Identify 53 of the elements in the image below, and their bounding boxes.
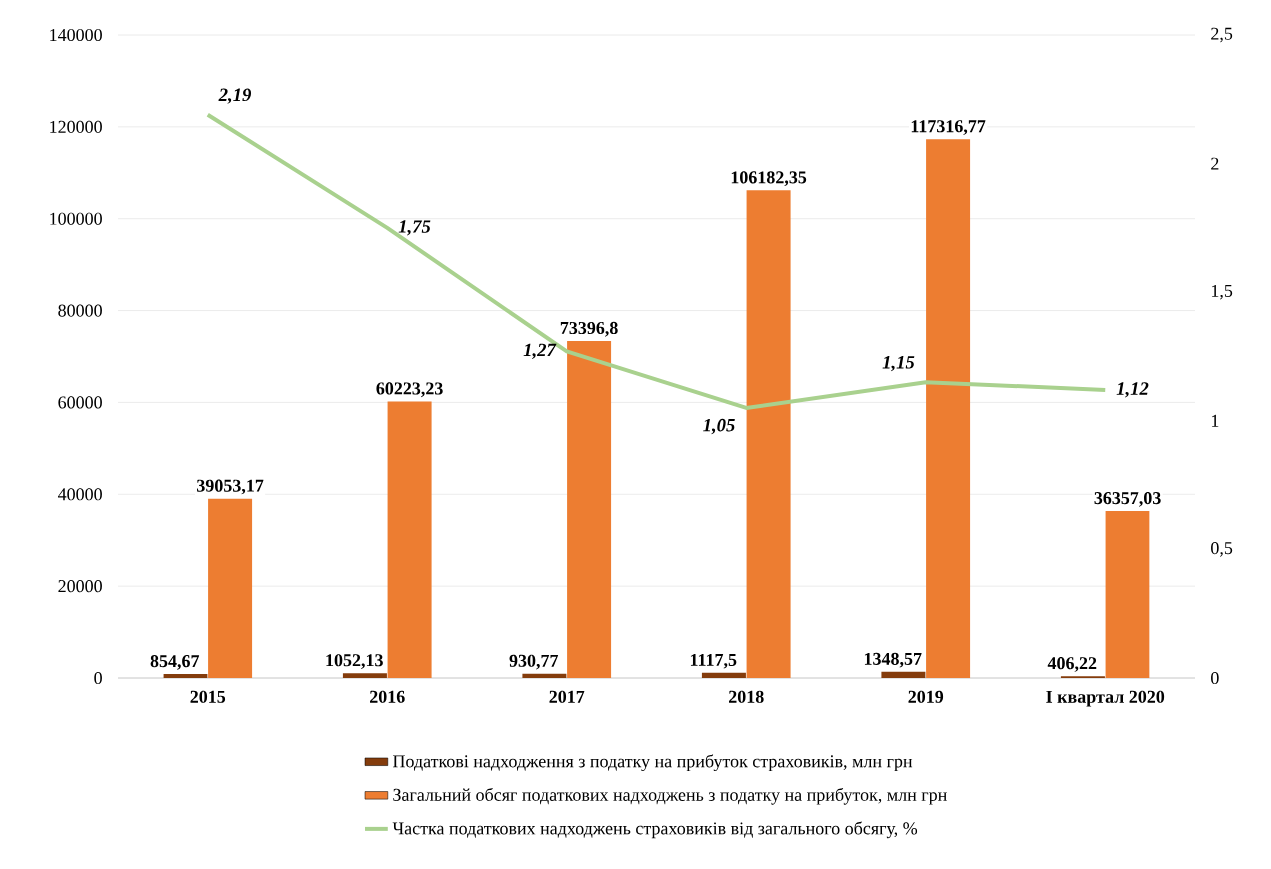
y2-tick-label: 1,5 [1211, 284, 1233, 300]
line-series [205, 112, 1108, 410]
bar [342, 673, 387, 678]
x-tick-label: 2017 [549, 690, 585, 703]
bar [1105, 511, 1150, 678]
legend-label: Частка податкових надходжень страховиків від загального обсягу, % [392, 821, 918, 839]
y2-tick-label: 2 [1211, 157, 1219, 170]
y-tick-label: 40000 [57, 488, 102, 501]
data-label: 930,77 [509, 654, 559, 670]
bar [567, 340, 612, 678]
x-tick-label: 2018 [729, 690, 764, 703]
data-label: 1348,57 [864, 652, 922, 668]
bar [163, 674, 208, 678]
bar [881, 671, 926, 678]
y2-tick-label: 0,5 [1211, 542, 1233, 557]
data-label: 1052,13 [326, 654, 383, 669]
bar [701, 672, 746, 678]
data-label: 406,22 [1047, 657, 1097, 672]
data-label: 1,12 [1116, 382, 1149, 398]
data-label: 60223,23 [376, 382, 443, 398]
data-label: 73396,8 [560, 321, 618, 337]
y-tick-label: 0 [94, 671, 102, 685]
y-tick-label: 100000 [50, 212, 102, 225]
data-label: 39053,17 [197, 479, 264, 495]
y-tick-label: 80000 [58, 304, 102, 317]
y2-tick-label: 0 [1211, 671, 1219, 685]
bar [926, 139, 971, 678]
legend-label: Податкові надходження з податку на прибуток страховиків, млн грн [392, 754, 913, 772]
bar [746, 190, 791, 678]
data-label: 106182,35 [731, 171, 807, 187]
x-tick-label: 2016 [370, 690, 405, 703]
y-tick-label: 140000 [50, 28, 102, 42]
y2-tick-label: 2,5 [1211, 27, 1233, 43]
y2-tick-label: 1 [1211, 414, 1219, 427]
x-tick-label: I квартал 2020 [1046, 690, 1165, 707]
bar [522, 673, 567, 678]
data-label: 117316,77 [911, 120, 986, 135]
data-label: 1,05 [703, 418, 735, 435]
data-label: 1,15 [882, 356, 915, 372]
y-tick-label: 20000 [58, 580, 102, 593]
data-label: 854,67 [150, 655, 200, 670]
bar [208, 498, 253, 678]
bar [387, 401, 432, 678]
data-label: 2,19 [218, 88, 252, 104]
x-tick-label: 2019 [908, 690, 944, 703]
legend-label: Загальний обсяг податкових надходжень з податку на прибуток, млн грн [393, 787, 947, 805]
y-tick-label: 60000 [58, 396, 102, 409]
data-label: 1,27 [523, 343, 557, 359]
x-tick-label: 2015 [190, 690, 226, 703]
data-label: 36357,03 [1094, 491, 1161, 507]
y-tick-label: 120000 [50, 120, 102, 133]
data-label: 1,75 [398, 220, 431, 236]
data-label: 1117,5 [690, 653, 737, 669]
